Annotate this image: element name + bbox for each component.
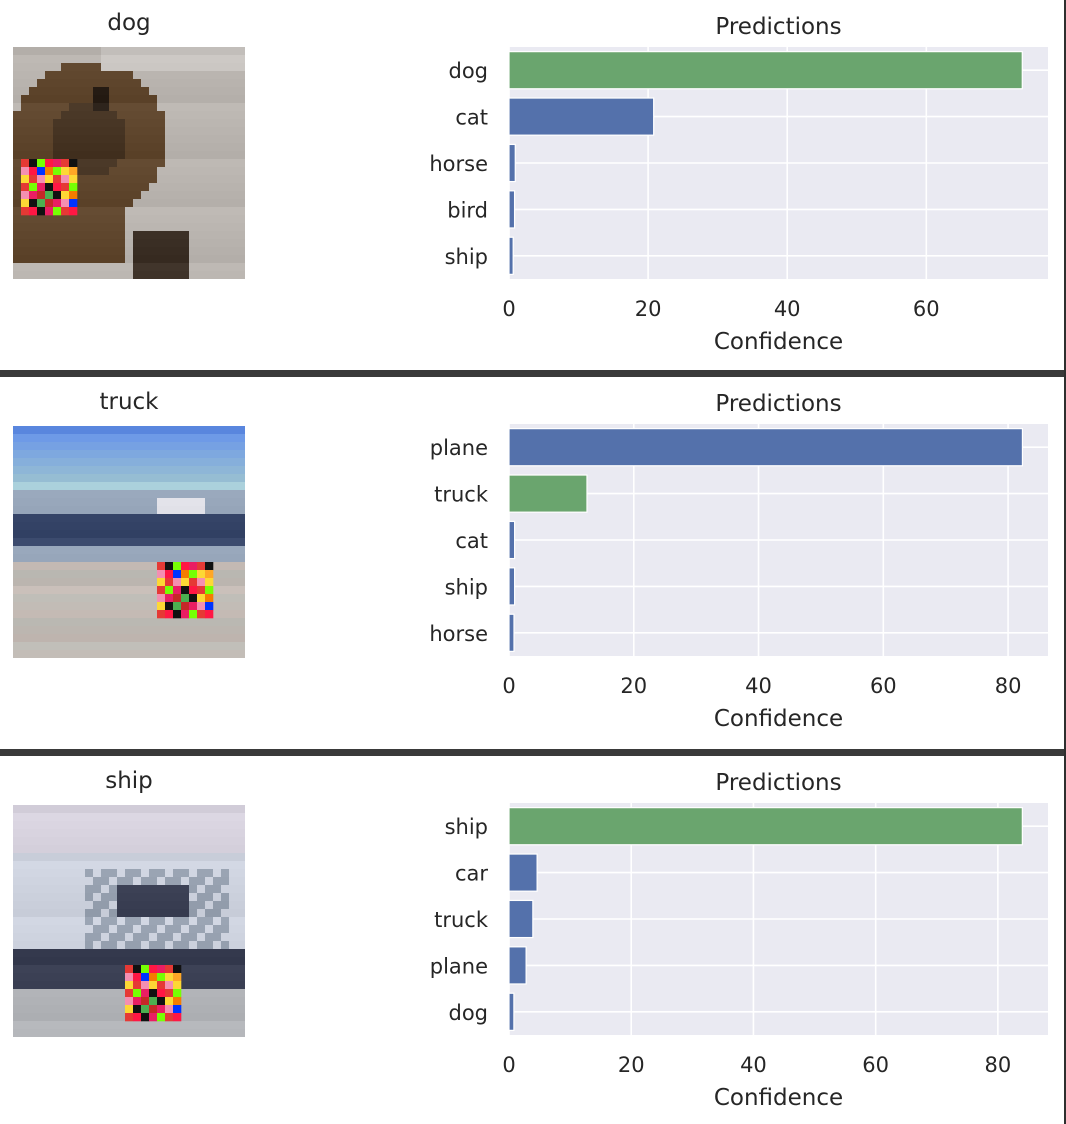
chart-title: Predictions [715, 391, 841, 417]
category-label-ship: ship [445, 815, 488, 839]
figure-border [1064, 0, 1066, 1124]
prediction-panel-truck: truck Predictions plane truck cat ship horse 0… [0, 377, 1064, 749]
x-tick-label: 0 [502, 1053, 515, 1077]
x-tick-label: 40 [745, 674, 772, 698]
predictions-chart: Predictions dog cat horse bird ship 0 20 40 60 Con… [429, 14, 1048, 355]
image-title: dog [107, 10, 151, 36]
x-tick-label: 20 [620, 674, 647, 698]
category-label-truck: truck [434, 483, 489, 507]
prediction-panel-ship: ship Predictions ship car truck plane dog 0 20 4… [0, 756, 1064, 1124]
bar-dog [508, 992, 515, 1031]
category-label-dog: dog [448, 59, 488, 83]
chart-title: Predictions [715, 770, 841, 796]
category-label-truck: truck [434, 908, 489, 932]
x-axis-label: Confidence [714, 706, 843, 732]
prediction-panel-dog: dog Predictions dog cat horse bird ship 0 20 40 6… [0, 0, 1064, 370]
bar-truck [508, 474, 588, 513]
input-image-dog [13, 47, 245, 279]
category-label-plane: plane [430, 436, 488, 460]
predictions-chart: Predictions ship car truck plane dog 0 20 40 60 80… [430, 770, 1048, 1111]
category-label-cat: cat [455, 529, 488, 553]
input-image-truck [13, 426, 245, 658]
category-label-bird: bird [447, 198, 488, 222]
bar-car [508, 853, 538, 892]
category-label-horse: horse [429, 152, 488, 176]
bar-cat [508, 520, 516, 560]
bar-horse [508, 143, 516, 183]
x-tick-label: 80 [995, 674, 1022, 698]
x-axis-label: Confidence [714, 1085, 843, 1111]
x-tick-label: 80 [985, 1053, 1012, 1077]
category-label-dog: dog [448, 1001, 488, 1025]
bar-ship [508, 807, 1023, 846]
category-label-ship: ship [445, 575, 488, 599]
panel-separator [0, 749, 1066, 756]
bar-plane [508, 946, 527, 985]
category-label-cat: cat [455, 106, 488, 130]
bar-horse [508, 613, 515, 652]
x-tick-label: 20 [635, 297, 662, 321]
bar-ship [508, 567, 516, 606]
trigger-patch [21, 159, 78, 216]
bar-bird [508, 190, 516, 229]
chart-title: Predictions [715, 14, 841, 40]
bar-plane [508, 428, 1024, 467]
trigger-patch [157, 562, 214, 619]
category-label-horse: horse [429, 622, 488, 646]
x-tick-label: 60 [862, 1053, 889, 1077]
image-title: truck [99, 389, 159, 415]
x-tick-label: 40 [774, 297, 801, 321]
predictions-chart: Predictions plane truck cat ship horse 0 20 40 60… [429, 391, 1048, 732]
bar-ship [508, 236, 514, 275]
x-tick-label: 60 [913, 297, 940, 321]
x-tick-label: 40 [740, 1053, 767, 1077]
bar-cat [508, 97, 655, 136]
image-title: ship [105, 768, 153, 794]
trigger-patch [125, 965, 182, 1022]
x-tick-label: 0 [502, 297, 515, 321]
category-label-ship: ship [445, 245, 488, 269]
input-image-ship [13, 805, 245, 1037]
category-label-plane: plane [430, 954, 488, 978]
bar-dog [508, 51, 1023, 90]
bar-truck [508, 899, 534, 939]
panel-separator [0, 370, 1066, 377]
x-tick-label: 0 [502, 674, 515, 698]
x-tick-label: 60 [870, 674, 897, 698]
category-label-car: car [455, 862, 488, 886]
x-tick-label: 20 [618, 1053, 645, 1077]
x-axis-label: Confidence [714, 329, 843, 355]
